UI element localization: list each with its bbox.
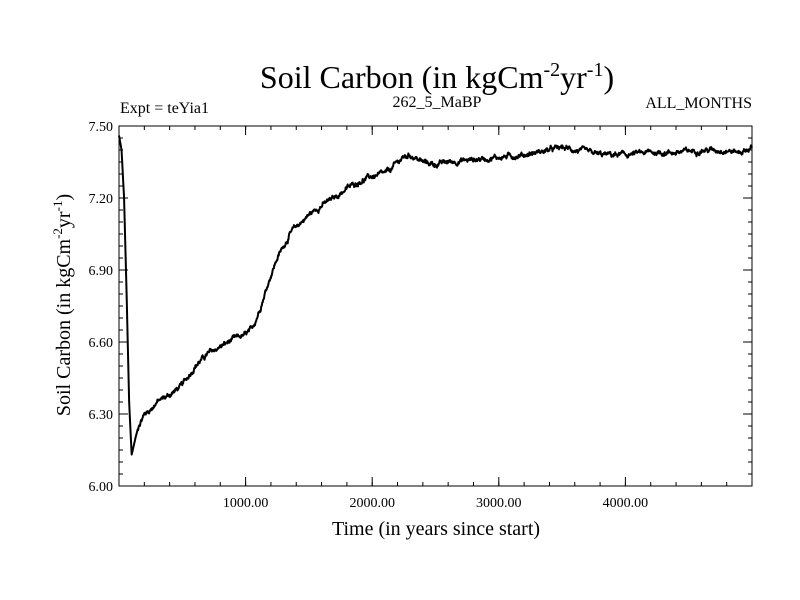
chart-title: Soil Carbon (in kgCm-2yr-1) [260,59,614,95]
x-axis-label: Time (in years since start) [332,518,540,540]
subtitle-left: Expt = teYia1 [120,100,209,117]
plot-frame [118,125,753,487]
y-tick-label: 6.60 [89,336,114,351]
y-tick-label: 7.50 [89,120,114,135]
y-tick-label: 7.20 [89,192,114,207]
subtitle-center: 262_5_MaBP [393,94,482,111]
x-tick-label: 3000.00 [476,496,522,511]
y-axis-label: Soil Carbon (in kgCm-2yr-1) [50,194,75,416]
x-tick-label: 1000.00 [223,496,269,511]
x-tick-label: 2000.00 [349,496,395,511]
series-line-soil-carbon [118,135,753,456]
subtitle-right: ALL_MONTHS [645,95,752,112]
y-tick-label: 6.90 [89,264,114,279]
y-tick-label: 6.00 [89,480,114,495]
y-tick-label: 6.30 [89,408,114,423]
x-tick-label: 4000.00 [603,496,649,511]
